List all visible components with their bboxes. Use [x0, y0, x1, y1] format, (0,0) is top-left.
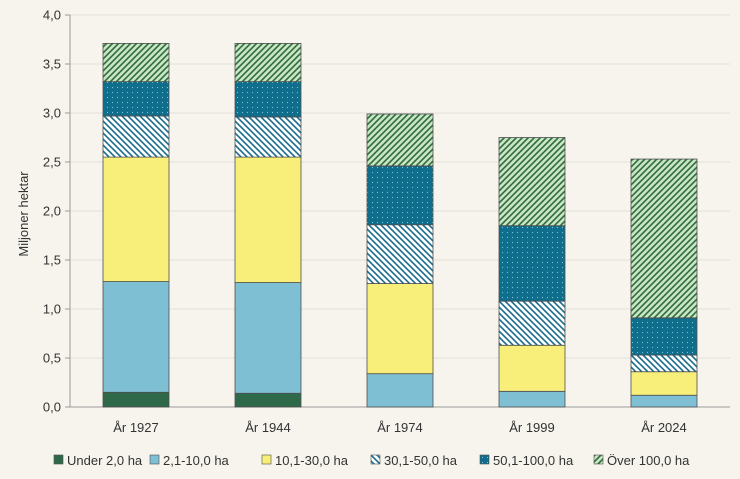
- x-tick-label: År 1974: [377, 420, 423, 435]
- bar-segment: [102, 391, 170, 408]
- y-tick-label: 1,0: [43, 302, 61, 317]
- y-tick-label: 1,5: [43, 253, 61, 268]
- legend-swatch: [479, 454, 490, 465]
- y-tick-label: 4,0: [43, 8, 61, 23]
- bar-segment: [498, 137, 566, 227]
- y-tick-label: 3,5: [43, 57, 61, 72]
- bar-segment: [366, 113, 434, 167]
- bar-segment: [234, 81, 302, 118]
- legend: Under 2,0 ha 2,1-10,0 ha 10,1-30,0 ha 30,1-…: [53, 453, 690, 468]
- bar-segment: [630, 317, 698, 356]
- bar-segment: [234, 116, 302, 158]
- x-tick-label: År 1999: [509, 420, 555, 435]
- y-tick-label: 2,5: [43, 155, 61, 170]
- legend-swatch: [149, 454, 160, 465]
- legend-label: 30,1-50,0 ha: [384, 453, 458, 468]
- legend-label: Under 2,0 ha: [67, 453, 143, 468]
- y-tick-label: 0,0: [43, 400, 61, 415]
- bar-segment: [234, 392, 302, 408]
- bar-segment: [102, 115, 170, 158]
- bar-segment: [366, 165, 434, 226]
- bar-segment: [366, 283, 434, 375]
- bar-segment: [366, 373, 434, 408]
- bar-segment: [630, 158, 698, 319]
- x-axis: År 1927 År 1944 År 1974 År 1999 År 2024: [113, 420, 687, 435]
- bar-segment: [366, 224, 434, 284]
- legend-label: 50,1-100,0 ha: [493, 453, 574, 468]
- x-tick-label: År 1927: [113, 420, 159, 435]
- bar-segment: [234, 156, 302, 283]
- bar-segment: [630, 354, 698, 373]
- x-tick-label: År 1944: [245, 420, 291, 435]
- bar-segment: [102, 281, 170, 393]
- legend-swatch: [370, 454, 381, 465]
- bar-segment: [498, 225, 566, 302]
- legend-swatch: [53, 454, 64, 465]
- legend-label: 2,1-10,0 ha: [163, 453, 230, 468]
- bar-segment: [102, 81, 170, 117]
- bar-segment: [234, 43, 302, 83]
- legend-swatch: [261, 454, 272, 465]
- y-tick-label: 2,0: [43, 204, 61, 219]
- bar-segment: [498, 344, 566, 392]
- legend-label: Över 100,0 ha: [607, 453, 690, 468]
- y-tick-label: 0,5: [43, 351, 61, 366]
- legend-swatch: [593, 454, 604, 465]
- bar-segment: [102, 43, 170, 83]
- y-tick-label: 3,0: [43, 106, 61, 121]
- bar-segment: [498, 300, 566, 346]
- bar-segment: [630, 371, 698, 396]
- bar-segment: [630, 394, 698, 408]
- bar-segment: [234, 282, 302, 394]
- y-axis: 0,0 0,5 1,0 1,5 2,0 2,5 3,0 3,5 4,0: [43, 8, 71, 415]
- bar-segment: [498, 390, 566, 408]
- x-tick-label: År 2024: [641, 420, 687, 435]
- legend-label: 10,1-30,0 ha: [275, 453, 349, 468]
- bars: [102, 43, 698, 408]
- bar-segment: [102, 156, 170, 282]
- y-axis-label: Miljoner hektar: [16, 171, 31, 257]
